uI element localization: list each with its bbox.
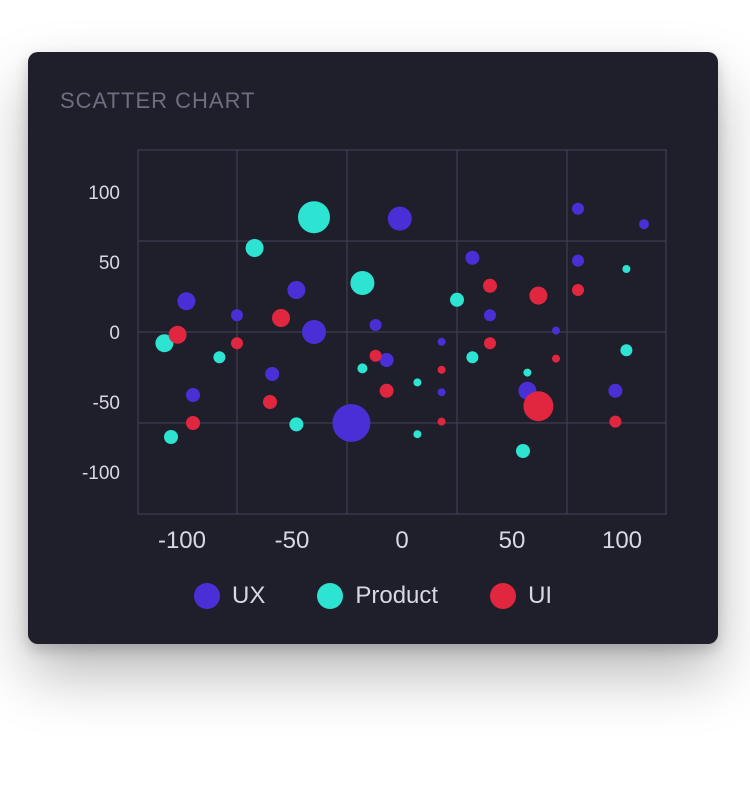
data-point-ux bbox=[379, 353, 394, 367]
data-point-ui bbox=[272, 309, 290, 327]
data-point-product bbox=[466, 351, 479, 364]
x-tick-label: -50 bbox=[275, 527, 310, 554]
data-point-ux bbox=[387, 206, 412, 231]
x-tick-label: 0 bbox=[395, 527, 408, 554]
legend-item-product[interactable]: Product bbox=[317, 582, 438, 610]
data-point-ux bbox=[332, 404, 371, 442]
data-point-ux bbox=[369, 319, 382, 331]
chart-legend: UX Product UI bbox=[194, 582, 604, 610]
x-tick-label: 100 bbox=[602, 527, 642, 554]
data-point-ux bbox=[186, 388, 200, 402]
data-point-product bbox=[350, 271, 375, 295]
data-point-ux bbox=[437, 337, 446, 346]
data-point-product bbox=[289, 417, 304, 432]
data-point-ui bbox=[186, 416, 200, 430]
data-point-ux bbox=[177, 292, 196, 311]
data-point-ux bbox=[302, 320, 326, 344]
data-point-ui bbox=[263, 395, 277, 409]
data-point-ux bbox=[608, 383, 623, 398]
data-point-ux bbox=[437, 388, 446, 397]
legend-label-ux: UX bbox=[232, 582, 266, 609]
data-point-ui bbox=[437, 417, 446, 426]
scatter-chart-card: SCATTER CHART -100 -50 0 50 100 100 50 0 -50 -100… bbox=[28, 52, 718, 644]
data-point-product bbox=[516, 444, 530, 458]
data-point-product bbox=[413, 378, 422, 387]
data-point-product bbox=[357, 363, 368, 374]
data-point-ux bbox=[552, 326, 560, 335]
data-point-ui bbox=[369, 349, 382, 362]
y-tick-label: -100 bbox=[82, 463, 120, 484]
y-tick-label: -50 bbox=[93, 393, 120, 414]
data-point-product bbox=[245, 239, 264, 257]
data-point-ui bbox=[437, 365, 446, 374]
data-point-ui bbox=[552, 354, 560, 363]
chart-title: SCATTER CHART bbox=[60, 88, 256, 113]
data-point-product bbox=[413, 430, 422, 439]
data-point-ux bbox=[572, 202, 584, 215]
data-point-product bbox=[164, 430, 178, 444]
data-point-ui bbox=[484, 337, 496, 350]
legend-swatch-ui bbox=[490, 583, 517, 609]
legend-label-ui: UI bbox=[528, 582, 553, 609]
data-point-ux bbox=[484, 309, 496, 322]
data-point-ux bbox=[639, 219, 649, 230]
legend-item-ui[interactable]: UI bbox=[490, 582, 552, 610]
data-point-ui bbox=[529, 286, 548, 305]
data-point-ui bbox=[168, 325, 187, 344]
legend-swatch-product bbox=[317, 583, 344, 609]
y-tick-label: 50 bbox=[99, 253, 120, 274]
x-tick-label: -100 bbox=[158, 527, 206, 554]
data-point-ux bbox=[231, 309, 243, 322]
data-point-product bbox=[213, 351, 226, 364]
x-tick-label: 50 bbox=[499, 527, 526, 554]
legend-label-product: Product bbox=[355, 582, 439, 609]
data-point-product bbox=[298, 201, 330, 234]
legend-swatch-ux bbox=[194, 583, 220, 609]
data-point-ui bbox=[231, 337, 243, 350]
data-point-ui bbox=[483, 278, 497, 293]
data-point-product bbox=[155, 334, 174, 353]
data-point-ui bbox=[523, 391, 554, 422]
y-tick-label: 0 bbox=[109, 323, 120, 344]
data-point-product bbox=[523, 368, 532, 377]
data-point-product bbox=[450, 292, 464, 307]
data-point-ux bbox=[572, 254, 584, 267]
y-tick-label: 100 bbox=[88, 183, 120, 204]
data-point-ui bbox=[609, 415, 622, 428]
scatter-plot: -100 -50 0 50 100 100 50 0 -50 -100 bbox=[82, 149, 667, 554]
data-point-ui bbox=[379, 383, 394, 398]
legend-item-ux[interactable]: UX bbox=[194, 582, 265, 610]
data-point-ux bbox=[287, 281, 306, 299]
data-point-product bbox=[620, 344, 633, 357]
data-point-ux bbox=[465, 250, 480, 265]
data-point-ux bbox=[265, 367, 280, 381]
data-point-ui bbox=[572, 284, 584, 296]
data-point-product bbox=[622, 265, 631, 273]
